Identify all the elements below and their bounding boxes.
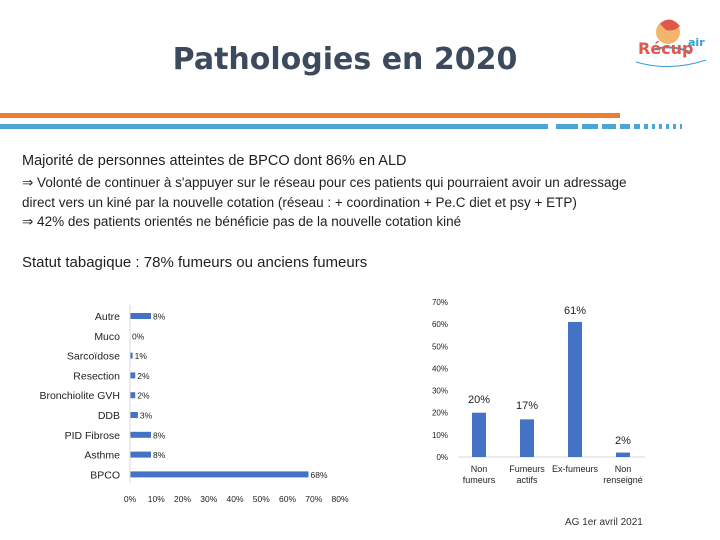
v-tick-label: 50% <box>432 342 448 351</box>
h-category-label: Autre <box>95 311 120 323</box>
h-tick-label: 0% <box>124 494 137 504</box>
h-category-label: PID Fibrose <box>65 430 121 442</box>
v-tick-label: 30% <box>432 387 448 396</box>
v-data-label: 2% <box>615 435 631 447</box>
h-category-label: Sarcoïdose <box>67 351 120 363</box>
h-bar <box>130 392 136 399</box>
v-bar <box>616 452 630 457</box>
h-bar <box>130 471 309 478</box>
v-data-label: 61% <box>564 305 586 317</box>
h-data-label: 8% <box>153 430 166 440</box>
h-bar <box>130 412 138 418</box>
h-tick-label: 20% <box>174 494 191 504</box>
header-orange-rule <box>0 113 620 118</box>
text-line-tabagique: Statut tabagique : 78% fumeurs ou ancien… <box>22 254 368 271</box>
h-data-label: 68% <box>311 470 328 480</box>
h-category-label: Resection <box>73 370 120 382</box>
h-data-label: 0% <box>132 331 145 341</box>
header-blue-rule <box>0 124 548 129</box>
h-bar <box>130 431 151 438</box>
h-category-label: Bronchiolite GVH <box>39 390 120 402</box>
h-tick-label: 30% <box>200 494 217 504</box>
v-category-label: Fumeurs <box>509 464 545 474</box>
h-data-label: 2% <box>137 391 150 401</box>
text-line-bpco: Majorité de personnes atteintes de BPCO … <box>22 153 407 169</box>
h-tick-label: 40% <box>226 494 243 504</box>
h-bar <box>130 372 136 379</box>
svg-text:Récup: Récup <box>638 39 694 58</box>
h-bar <box>130 352 133 359</box>
v-bar <box>520 419 534 457</box>
v-category-label: actifs <box>516 475 538 485</box>
text-line-cotation: ⇒ 42% des patients orientés ne bénéficie… <box>22 214 462 229</box>
footer-date: AG 1er avril 2021 <box>565 517 643 528</box>
v-data-label: 17% <box>516 400 538 412</box>
h-tick-label: 10% <box>148 494 165 504</box>
v-bar <box>568 321 582 457</box>
recup-air-logo: Récup air <box>635 19 707 68</box>
v-tick-label: 60% <box>432 320 448 329</box>
text-line-adressage: direct vers un kiné par la nouvelle cota… <box>22 195 577 210</box>
v-tick-label: 0% <box>436 453 448 462</box>
svg-text:air: air <box>688 36 705 49</box>
v-category-label: renseigné <box>603 475 643 485</box>
v-data-label: 20% <box>468 394 490 406</box>
h-data-label: 1% <box>135 351 148 361</box>
v-bar <box>472 412 486 457</box>
v-tick-label: 20% <box>432 409 448 418</box>
h-data-label: 8% <box>153 450 166 460</box>
v-tick-label: 40% <box>432 364 448 373</box>
h-bar <box>130 451 151 458</box>
v-category-label: Non <box>471 464 488 474</box>
h-category-label: BPCO <box>90 469 120 481</box>
v-category-label: Ex-fumeurs <box>552 464 599 474</box>
h-data-label: 3% <box>140 411 153 421</box>
h-bar <box>130 313 151 319</box>
v-tick-label: 10% <box>432 431 448 440</box>
h-tick-label: 60% <box>279 494 296 504</box>
text-line-reseau: ⇒ Volonté de continuer à s'appuyer sur l… <box>22 175 627 190</box>
h-tick-label: 50% <box>253 494 270 504</box>
header-dashed-rule <box>556 124 682 129</box>
h-tick-label: 70% <box>305 494 322 504</box>
v-category-label: Non <box>615 464 632 474</box>
v-tick-label: 70% <box>432 298 448 307</box>
v-category-label: fumeurs <box>463 475 496 485</box>
h-category-label: Muco <box>94 331 120 343</box>
h-category-label: DDB <box>98 410 120 422</box>
h-category-label: Asthme <box>84 450 120 462</box>
h-data-label: 2% <box>137 371 150 381</box>
h-data-label: 8% <box>153 312 166 322</box>
page-title: Pathologies en 2020 <box>172 42 518 77</box>
h-tick-label: 80% <box>331 494 348 504</box>
